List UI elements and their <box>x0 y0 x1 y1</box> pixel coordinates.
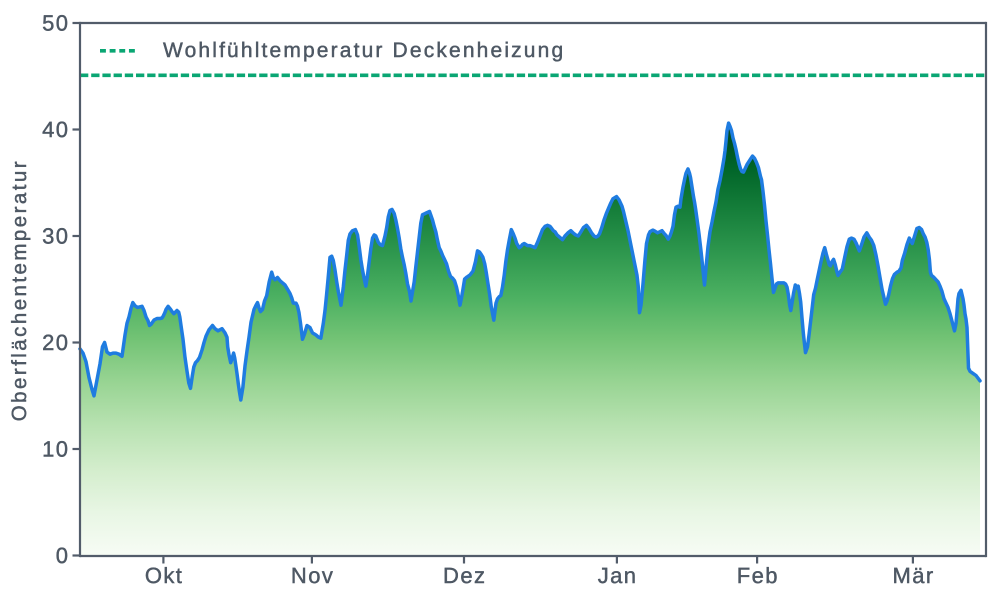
svg-text:Nov: Nov <box>291 563 334 588</box>
svg-text:50: 50 <box>42 11 69 36</box>
svg-text:30: 30 <box>42 224 69 249</box>
svg-text:Okt: Okt <box>145 563 183 588</box>
svg-text:0: 0 <box>56 543 70 568</box>
svg-text:Wohlfühltemperatur Deckenheizu: Wohlfühltemperatur Deckenheizung <box>163 39 565 62</box>
svg-text:Jan: Jan <box>598 563 638 588</box>
svg-text:20: 20 <box>42 330 69 355</box>
svg-text:Mär: Mär <box>893 563 935 588</box>
svg-text:Dez: Dez <box>443 563 486 588</box>
svg-text:40: 40 <box>42 117 69 142</box>
svg-text:Oberflächentemperatur: Oberflächentemperatur <box>8 159 31 421</box>
svg-text:Feb: Feb <box>737 563 779 588</box>
svg-text:10: 10 <box>42 437 69 462</box>
